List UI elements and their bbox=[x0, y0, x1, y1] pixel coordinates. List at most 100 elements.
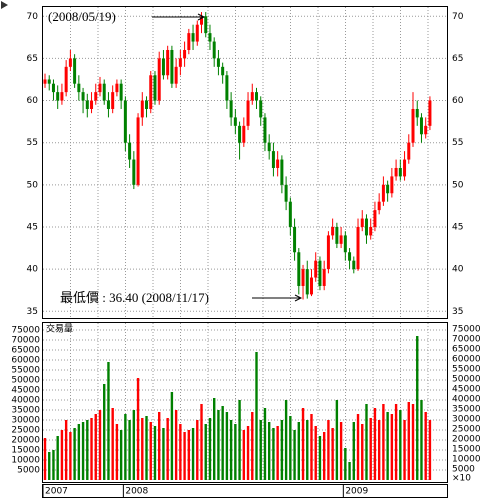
volume-bar bbox=[246, 426, 250, 480]
volume-bar bbox=[90, 418, 93, 480]
volume-bar bbox=[94, 414, 97, 480]
high-arrowhead bbox=[197, 13, 206, 21]
volume-tick-label-right: 60000 bbox=[452, 355, 481, 365]
candle-body bbox=[360, 218, 364, 227]
volume-bar bbox=[98, 410, 102, 480]
candle-body bbox=[60, 92, 64, 101]
candle-body bbox=[204, 16, 208, 34]
x-tick-label: 2008 bbox=[125, 487, 148, 497]
candle-body bbox=[377, 201, 381, 211]
volume-tick-label: 5000 bbox=[17, 466, 40, 476]
candle-body bbox=[161, 58, 165, 76]
candle-body bbox=[136, 117, 140, 185]
candle-body bbox=[411, 108, 415, 143]
volume-bar bbox=[73, 428, 76, 480]
candle-body bbox=[271, 151, 275, 168]
volume-tick-label-right: 35000 bbox=[452, 405, 481, 415]
candle-body bbox=[43, 79, 47, 84]
candle-body bbox=[394, 167, 398, 177]
volume-bar bbox=[365, 404, 368, 480]
candle-body bbox=[398, 167, 402, 177]
volume-bar bbox=[200, 404, 203, 480]
volume-bar bbox=[293, 430, 296, 480]
candle-body bbox=[225, 75, 229, 101]
volume-bar bbox=[394, 404, 398, 480]
y-tick-label: 40 bbox=[27, 265, 39, 275]
volume-bar bbox=[81, 422, 85, 480]
volume-bar bbox=[132, 410, 136, 480]
y-tick-label-right: 35 bbox=[452, 307, 463, 317]
volume-bar bbox=[48, 452, 51, 480]
volume-bar bbox=[356, 414, 360, 480]
volume-bar bbox=[403, 420, 406, 480]
volume-tick-label: 25000 bbox=[11, 426, 40, 436]
volume-bar bbox=[407, 402, 410, 480]
volume-bar bbox=[166, 418, 169, 480]
volume-tick-label: 65000 bbox=[11, 346, 40, 356]
candle-body bbox=[314, 260, 318, 278]
volume-bar bbox=[162, 428, 165, 480]
volume-bar bbox=[52, 450, 55, 480]
volume-tick-label: 40000 bbox=[11, 396, 40, 406]
volume-tick-label-right: 30000 bbox=[452, 415, 481, 425]
candle-body bbox=[208, 33, 212, 42]
volume-tick-label: 70000 bbox=[11, 336, 40, 346]
volume-bar bbox=[60, 430, 64, 480]
volume-bar bbox=[411, 404, 415, 480]
x-tick-label: 2007 bbox=[45, 487, 68, 497]
candle-body bbox=[369, 226, 373, 236]
y-tick-label: 55 bbox=[27, 138, 38, 148]
volume-bar bbox=[107, 362, 110, 480]
volume-bar bbox=[179, 424, 182, 480]
volume-bar bbox=[301, 408, 305, 480]
candle-body bbox=[47, 79, 51, 84]
candle-body bbox=[364, 218, 368, 236]
volume-bar bbox=[352, 422, 355, 480]
volume-bar bbox=[420, 400, 423, 480]
volume-bar bbox=[56, 436, 59, 480]
candle-body bbox=[81, 92, 85, 101]
y-tick-label-right: 55 bbox=[452, 138, 463, 148]
volume-bar bbox=[306, 420, 309, 480]
candle-body bbox=[335, 226, 339, 244]
volume-tick-label: 30000 bbox=[11, 416, 40, 426]
candle-body bbox=[212, 41, 216, 59]
candle-body bbox=[390, 176, 394, 194]
volume-bar bbox=[335, 400, 339, 480]
volume-bar bbox=[191, 428, 195, 480]
candle-body bbox=[424, 125, 428, 135]
volume-bar bbox=[69, 432, 72, 480]
volume-bar bbox=[234, 424, 237, 480]
volume-bar bbox=[369, 418, 372, 480]
candle-body bbox=[250, 92, 254, 101]
volume-bar bbox=[196, 420, 199, 480]
volume-bar bbox=[318, 436, 322, 480]
y-tick-label: 60 bbox=[27, 96, 39, 106]
volume-tick-label-right: 10000 bbox=[452, 455, 481, 465]
candle-body bbox=[343, 235, 347, 253]
volume-tick-label-right: 70000 bbox=[452, 335, 481, 345]
volume-bar bbox=[284, 400, 288, 480]
volume-tick-label: 45000 bbox=[11, 386, 40, 396]
volume-bar bbox=[119, 430, 123, 480]
volume-bar bbox=[255, 352, 258, 480]
candle-body bbox=[242, 125, 246, 143]
volume-bar bbox=[399, 410, 402, 480]
volume-tick-label-right: 20000 bbox=[452, 435, 481, 445]
volume-bar bbox=[339, 422, 343, 480]
candle-body bbox=[255, 92, 258, 101]
volume-bar bbox=[242, 430, 246, 480]
y-tick-label-right: 65 bbox=[452, 54, 463, 64]
candle-body bbox=[318, 260, 322, 286]
volume-bar bbox=[204, 424, 207, 480]
volume-bar bbox=[390, 414, 394, 480]
candle-body bbox=[119, 83, 123, 101]
candle-body bbox=[85, 100, 89, 109]
volume-bar bbox=[153, 426, 157, 480]
candle-body bbox=[106, 100, 110, 109]
volume-tick-label-right: 5000 bbox=[452, 465, 475, 475]
x-tick-label: 2009 bbox=[345, 487, 368, 497]
volume-bar bbox=[238, 400, 241, 480]
volume-tick-label-right: 45000 bbox=[452, 385, 481, 395]
